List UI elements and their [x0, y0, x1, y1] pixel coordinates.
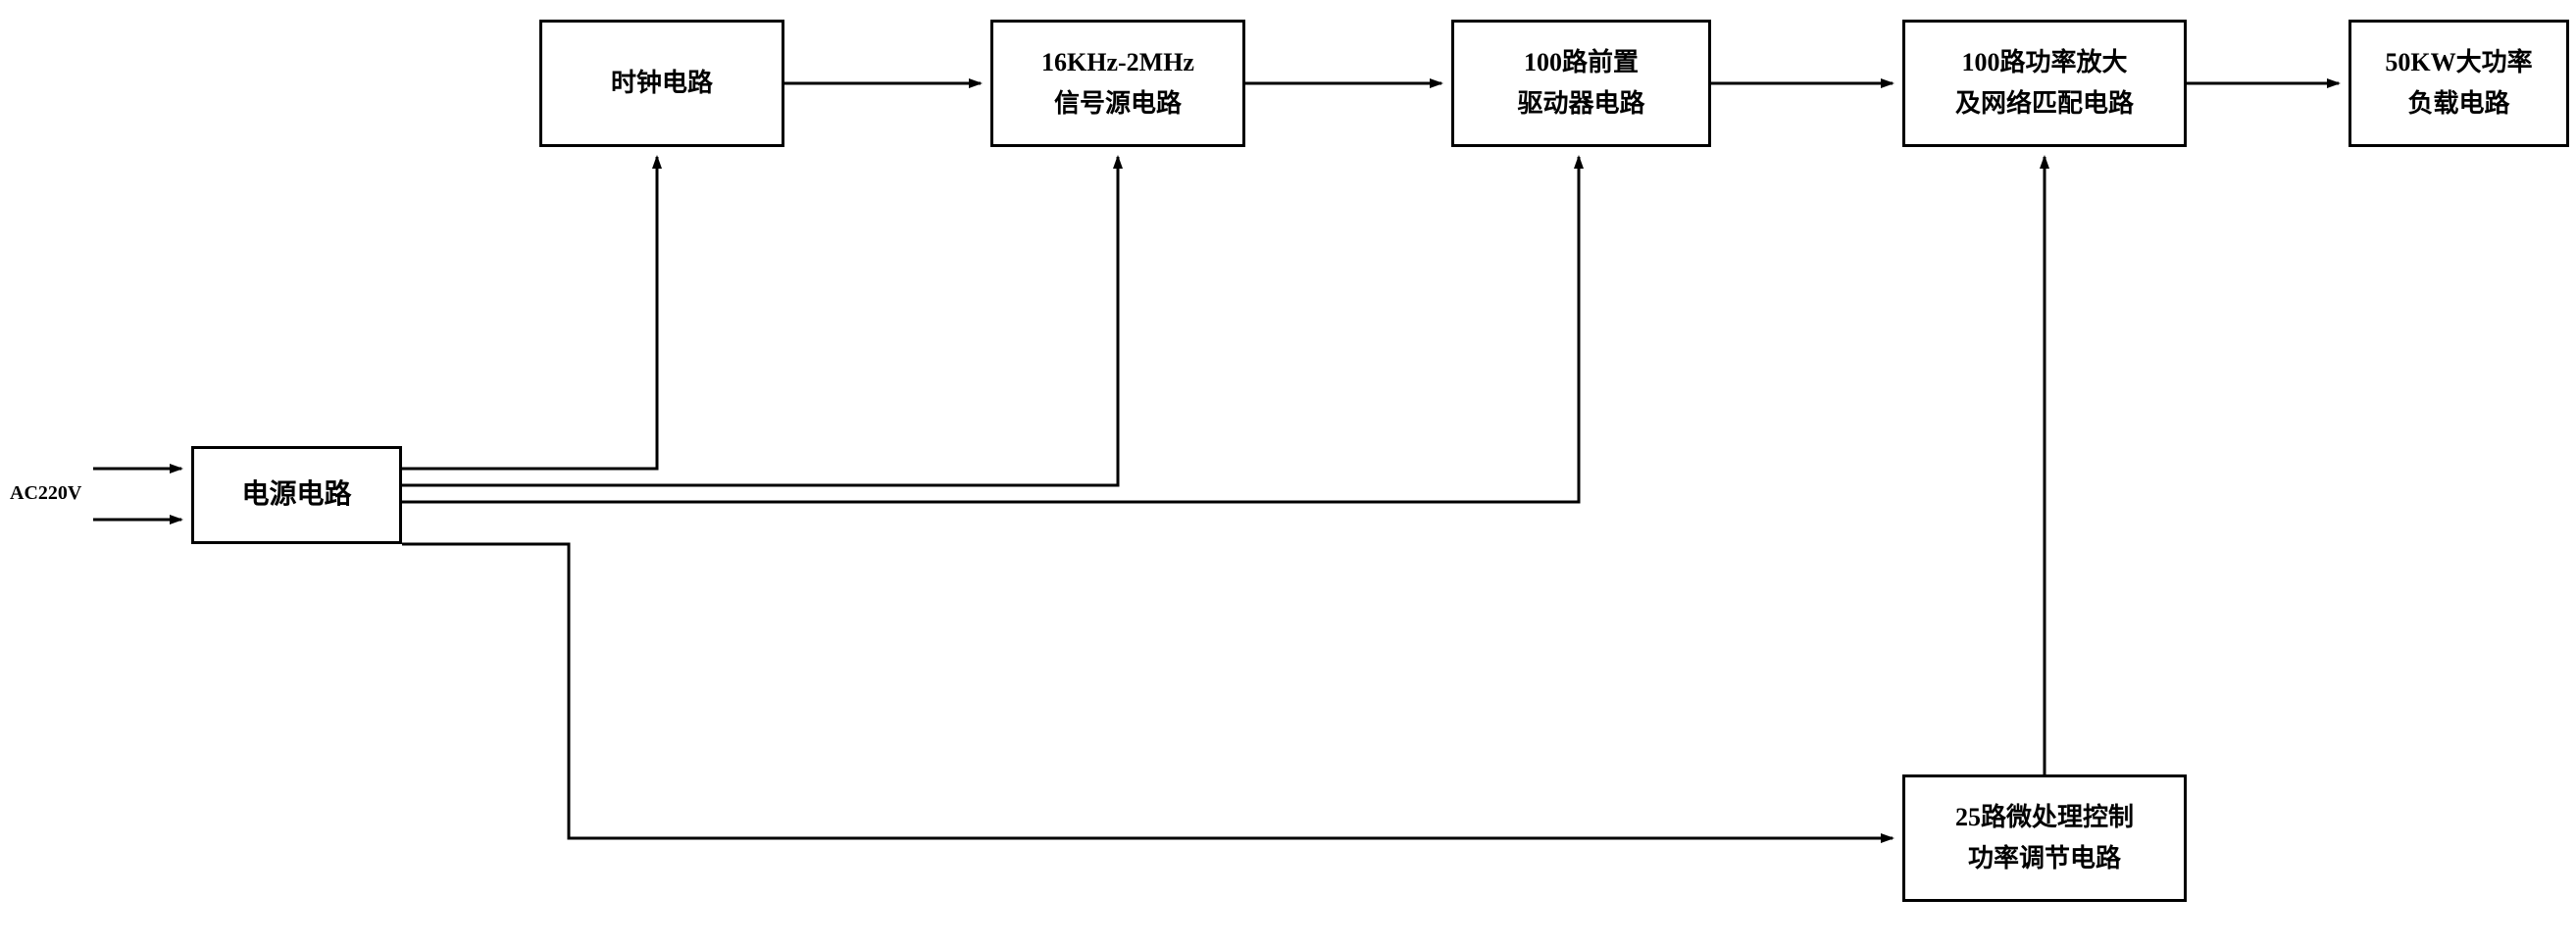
load-circuit-box: 50KW大功率 负载电路 [2349, 20, 2569, 147]
signal-line1: 16KHz-2MHz [1041, 42, 1194, 83]
amp-line2: 及网络匹配电路 [1955, 83, 2134, 125]
micro-line1: 25路微处理控制 [1955, 797, 2134, 838]
driver-line2: 驱动器电路 [1517, 83, 1644, 125]
driver-line1: 100路前置 [1524, 42, 1639, 83]
ac220v-label: AC220V [10, 482, 81, 505]
clock-line1: 时钟电路 [611, 63, 713, 104]
edge-power-to-driver [402, 157, 1579, 502]
power-line1: 电源电路 [241, 474, 351, 518]
edge-power-to-signal [402, 157, 1118, 485]
clock-circuit-box: 时钟电路 [539, 20, 784, 147]
amp-line1: 100路功率放大 [1961, 42, 2127, 83]
micro-line2: 功率调节电路 [1968, 838, 2121, 879]
signal-line2: 信号源电路 [1054, 83, 1182, 125]
signal-source-box: 16KHz-2MHz 信号源电路 [990, 20, 1245, 147]
load-line2: 负载电路 [2407, 83, 2509, 125]
microprocessor-box: 25路微处理控制 功率调节电路 [1902, 774, 2187, 902]
load-line1: 50KW大功率 [2385, 42, 2532, 83]
amplifier-box: 100路功率放大 及网络匹配电路 [1902, 20, 2187, 147]
edge-power-to-micro [402, 544, 1893, 838]
edge-power-to-clock [402, 157, 657, 469]
driver-circuit-box: 100路前置 驱动器电路 [1451, 20, 1711, 147]
power-supply-box: 电源电路 [191, 446, 402, 544]
